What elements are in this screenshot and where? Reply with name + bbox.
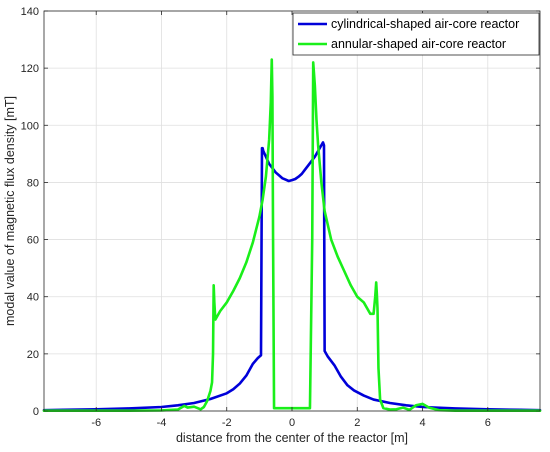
axis-ticks [44, 10, 540, 412]
y-tick-label: 20 [27, 349, 39, 361]
series-layer [42, 58, 542, 413]
legend: cylindrical-shaped air-core reactor annu… [292, 12, 540, 56]
y-tick-label: 80 [27, 177, 39, 189]
series-line-cylindrical [42, 141, 542, 412]
y-tick-label: 40 [27, 292, 39, 304]
y-tick-label: 60 [27, 235, 39, 247]
x-axis-label: distance from the center of the reactor … [176, 431, 408, 445]
legend-label-cylindrical: cylindrical-shaped air-core reactor [331, 17, 519, 31]
x-tick-label: 4 [419, 417, 425, 429]
x-tick-label: -2 [222, 417, 232, 429]
y-axis-label: modal value of magnetic flux density [mT… [3, 96, 17, 326]
y-tick-label: 0 [33, 406, 39, 418]
y-tick-label: 100 [21, 120, 39, 132]
legend-label-annular: annular-shaped air-core reactor [331, 37, 506, 51]
y-tick-label: 140 [21, 6, 39, 18]
x-tick-label: -4 [157, 417, 167, 429]
x-tick-label: 6 [485, 417, 491, 429]
legend-box [292, 12, 540, 56]
x-tick-label: -6 [91, 417, 101, 429]
x-tick-label: 0 [289, 417, 295, 429]
series-line-annular [42, 58, 542, 413]
y-tick-label: 120 [21, 63, 39, 75]
x-tick-label: 2 [354, 417, 360, 429]
